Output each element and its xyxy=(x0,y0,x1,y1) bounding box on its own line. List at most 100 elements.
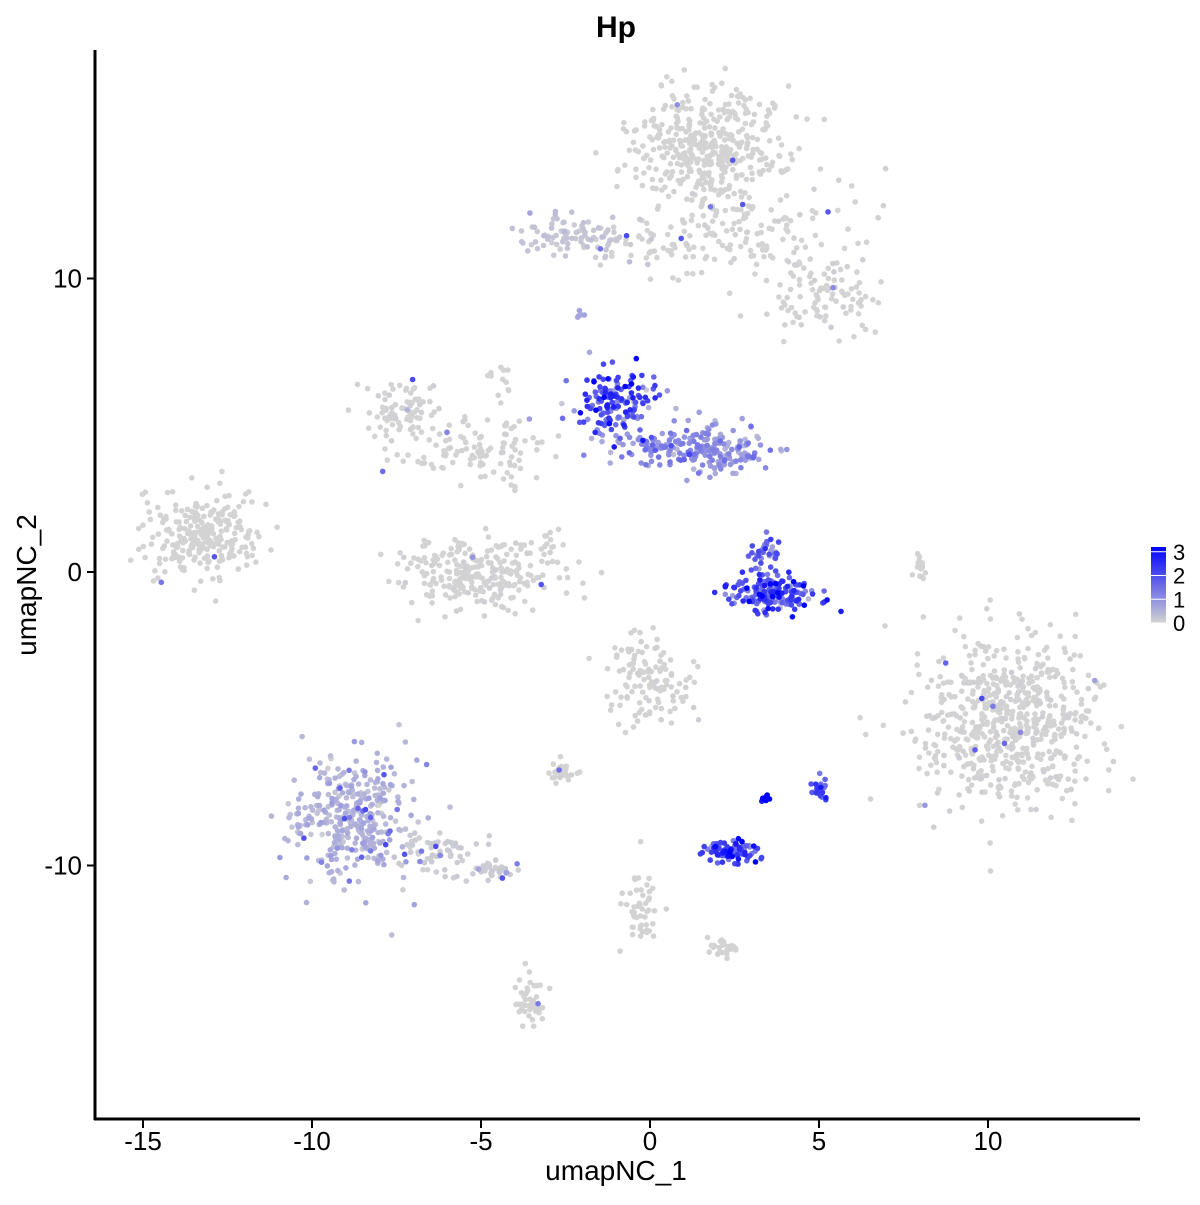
cell-point xyxy=(825,275,832,282)
cell-point xyxy=(161,543,168,549)
cell-point xyxy=(1070,666,1076,673)
cell-point xyxy=(386,837,393,843)
cell-point xyxy=(664,169,670,175)
cell-point xyxy=(1023,748,1030,755)
cell-point xyxy=(231,530,238,537)
cell-point xyxy=(484,860,491,867)
cell-point xyxy=(825,265,832,272)
cell-point xyxy=(1065,776,1072,782)
cell-point xyxy=(745,440,751,446)
cell-point xyxy=(1002,736,1008,742)
cell-point xyxy=(1069,817,1075,824)
cell-point xyxy=(965,776,972,783)
cell-point xyxy=(618,396,625,402)
cell-point xyxy=(761,253,767,260)
cell-point xyxy=(433,869,440,875)
cell-point xyxy=(856,280,863,286)
cell-point xyxy=(683,677,689,683)
cell-point xyxy=(528,241,535,248)
cell-point xyxy=(948,769,954,775)
cell-point xyxy=(796,145,802,152)
cell-point xyxy=(375,829,382,836)
cell-point xyxy=(1059,795,1066,802)
cell-point xyxy=(326,812,333,818)
cell-point xyxy=(1007,682,1014,688)
cell-point xyxy=(742,190,748,196)
cell-point xyxy=(454,548,461,555)
cell-point xyxy=(685,417,691,424)
cell-point xyxy=(772,568,779,574)
cell-point xyxy=(640,437,646,444)
cell-point xyxy=(256,533,262,540)
cell-point xyxy=(781,338,787,345)
cell-point xyxy=(526,969,533,975)
cell-point xyxy=(654,696,661,702)
cell-point xyxy=(423,761,430,768)
cell-point xyxy=(396,426,402,433)
cell-point xyxy=(751,843,757,849)
cell-point xyxy=(474,598,481,605)
cell-point xyxy=(919,574,925,580)
cell-point xyxy=(870,297,876,303)
cell-point xyxy=(391,854,398,860)
cell-point xyxy=(662,444,668,450)
cell-point xyxy=(841,245,848,252)
cell-point xyxy=(756,101,763,108)
cell-point xyxy=(960,748,966,754)
cell-point xyxy=(192,517,199,524)
cell-point xyxy=(798,322,805,328)
cell-point xyxy=(671,188,677,195)
cell-point xyxy=(855,311,862,317)
cell-point xyxy=(856,290,862,296)
cell-point xyxy=(788,602,795,608)
cell-point xyxy=(510,594,516,601)
cell-point xyxy=(389,404,395,411)
x-tick-label: -10 xyxy=(293,1126,331,1156)
cell-point xyxy=(379,410,385,416)
cell-point xyxy=(914,564,921,570)
cell-point xyxy=(1082,733,1088,740)
cell-point xyxy=(855,300,862,306)
cell-point xyxy=(1032,665,1039,672)
cell-point xyxy=(752,565,759,572)
cell-point xyxy=(900,730,906,736)
cell-point xyxy=(731,584,738,591)
cell-point xyxy=(970,679,977,685)
cell-point xyxy=(1101,741,1108,747)
cell-point xyxy=(854,269,860,275)
cell-point xyxy=(580,225,586,232)
cell-point xyxy=(668,442,674,449)
cell-point xyxy=(415,819,422,825)
cell-point xyxy=(336,836,342,843)
cell-point xyxy=(1078,701,1085,707)
cell-point xyxy=(391,771,398,777)
cell-point xyxy=(590,227,597,234)
cell-point xyxy=(756,571,763,578)
cell-point xyxy=(364,781,370,788)
cell-point xyxy=(767,564,774,570)
cell-point xyxy=(737,313,744,319)
cell-point xyxy=(1071,652,1078,658)
cell-point xyxy=(696,409,702,416)
cell-point xyxy=(641,669,647,675)
cell-point xyxy=(722,65,728,72)
cell-point xyxy=(383,849,390,856)
cell-point xyxy=(604,693,610,700)
cell-point xyxy=(862,293,869,300)
cell-point xyxy=(177,564,184,570)
cell-point xyxy=(807,256,813,262)
cell-point xyxy=(1034,674,1040,681)
cell-point xyxy=(670,154,677,161)
cell-point xyxy=(636,234,642,240)
cell-point xyxy=(492,857,499,863)
cell-point xyxy=(676,680,683,687)
cell-point xyxy=(228,542,235,548)
cell-point xyxy=(1003,765,1009,771)
cell-point xyxy=(835,177,842,183)
cell-point xyxy=(750,455,756,461)
cell-point xyxy=(404,841,410,848)
cell-point xyxy=(686,121,693,128)
cell-point xyxy=(1017,678,1024,685)
cell-point xyxy=(482,473,488,480)
cell-point xyxy=(604,665,611,672)
